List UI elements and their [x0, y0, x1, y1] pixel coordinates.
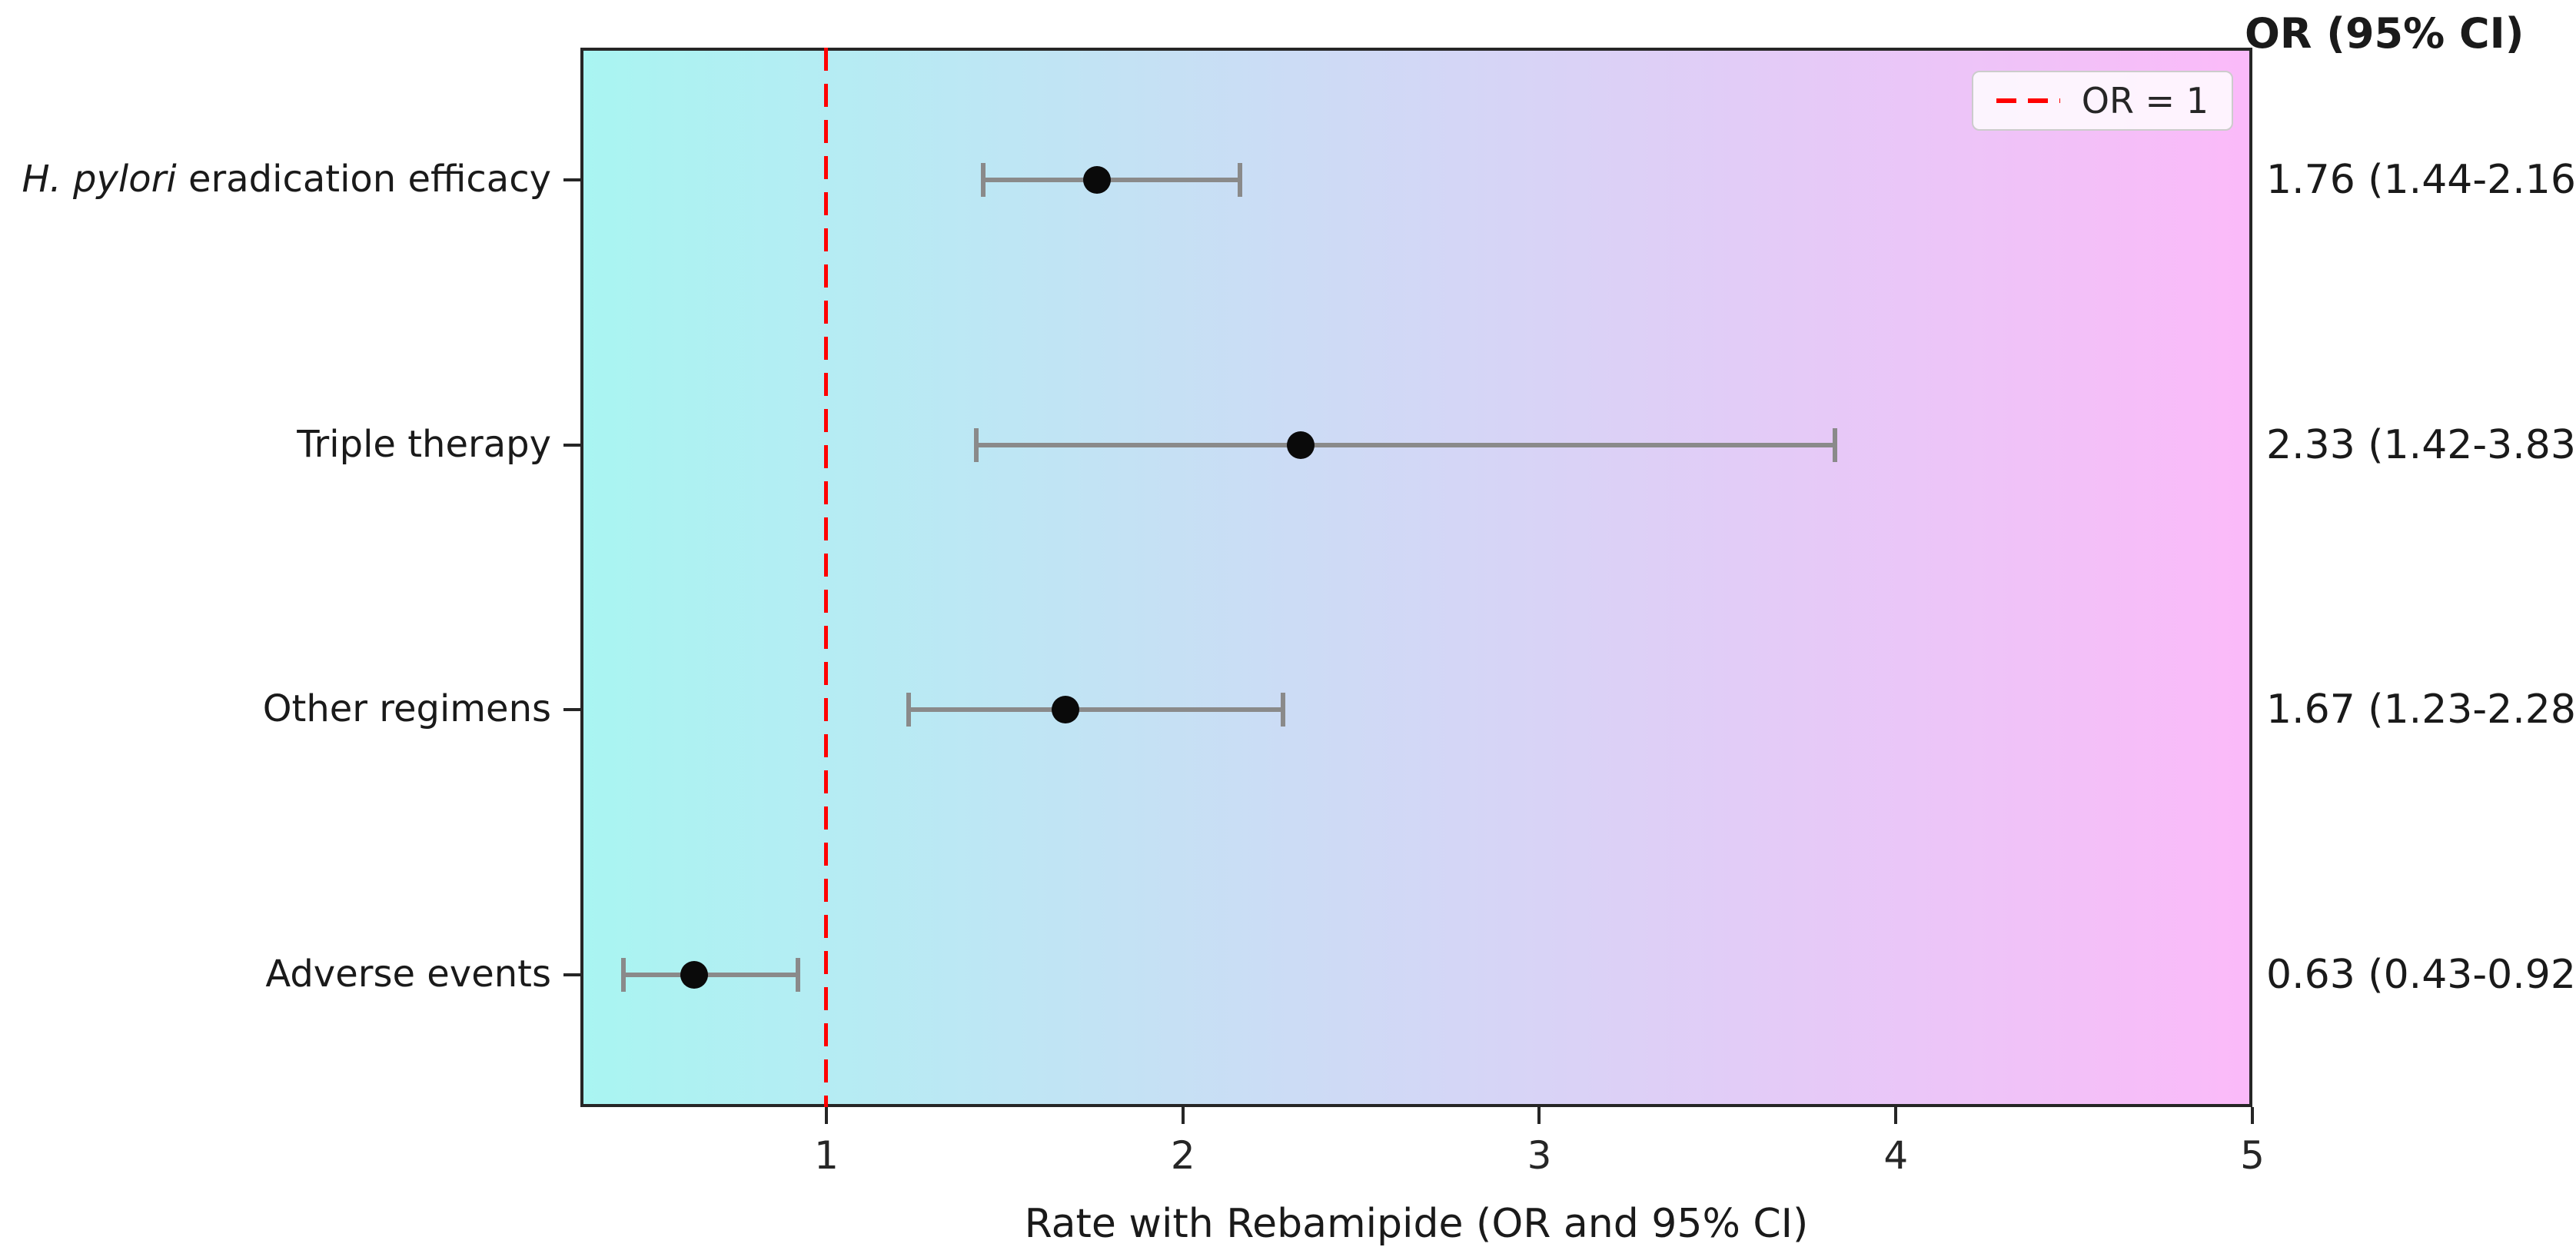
category-label-italic-part: H. pylori — [22, 158, 177, 201]
y-tick-mark — [563, 973, 580, 976]
legend-label: OR = 1 — [2081, 80, 2209, 121]
y-tick-mark — [563, 178, 580, 182]
or-ci-value: 0.63 (0.43-0.92) — [2266, 951, 2576, 998]
or-ci-value: 1.76 (1.44-2.16) — [2266, 157, 2576, 204]
ci-error-bar — [983, 178, 1240, 183]
reference-line-or-1 — [824, 48, 829, 1107]
ci-error-bar — [908, 707, 1283, 713]
x-tick-label: 4 — [1883, 1133, 1909, 1178]
ci-upper-cap — [1833, 427, 1838, 462]
x-tick-mark — [1894, 1107, 1898, 1124]
legend: OR = 1 — [1972, 71, 2233, 131]
ci-upper-cap — [1237, 163, 1242, 198]
x-tick-mark — [2251, 1107, 2254, 1124]
ci-lower-cap — [981, 163, 986, 198]
or-point-marker — [1051, 696, 1079, 724]
ci-error-bar — [976, 442, 1836, 447]
x-axis-label: Rate with Rebamipide (OR and 95% CI) — [1024, 1201, 1809, 1247]
or-ci-column-header: OR (95% CI) — [2245, 9, 2524, 58]
y-tick-mark — [563, 708, 580, 712]
ci-lower-cap — [906, 693, 911, 727]
x-tick-mark — [1537, 1107, 1541, 1124]
or-ci-value: 2.33 (1.42-3.83) — [2266, 421, 2576, 468]
x-tick-label: 5 — [2240, 1133, 2265, 1178]
or-point-marker — [1286, 431, 1315, 459]
y-tick-mark — [563, 443, 580, 447]
or-point-marker — [680, 960, 709, 989]
x-tick-mark — [1181, 1107, 1185, 1124]
legend-red-dashed-line-sample — [1996, 98, 2060, 103]
plot-area — [580, 48, 2252, 1107]
x-tick-label: 2 — [1170, 1133, 1195, 1178]
or-point-marker — [1083, 166, 1112, 195]
category-label: H. pylori eradication efficacy — [22, 158, 551, 201]
ci-error-bar — [623, 972, 798, 977]
category-label: Other regimens — [262, 687, 551, 731]
x-tick-mark — [824, 1107, 828, 1124]
category-label: Triple therapy — [297, 422, 551, 466]
ci-upper-cap — [795, 957, 800, 992]
x-tick-label: 3 — [1527, 1133, 1552, 1178]
ci-lower-cap — [973, 427, 979, 462]
or-ci-value: 1.67 (1.23-2.28) — [2266, 687, 2576, 733]
ci-lower-cap — [620, 957, 626, 992]
x-tick-label: 1 — [814, 1133, 839, 1178]
category-label: Adverse events — [265, 952, 551, 996]
ci-upper-cap — [1280, 693, 1285, 727]
